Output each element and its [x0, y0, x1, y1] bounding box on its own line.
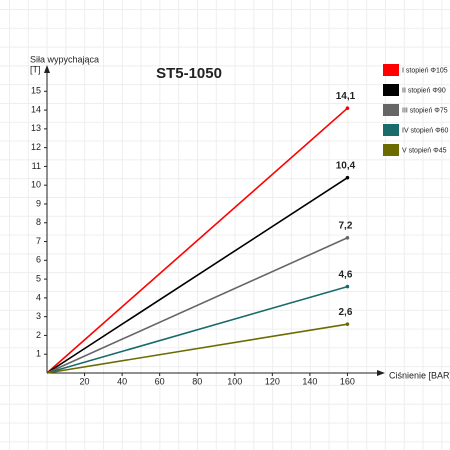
x-axis-arrow — [377, 370, 385, 376]
end-point — [345, 235, 350, 240]
y-tick-label: 11 — [32, 161, 41, 171]
x-tick-label: 20 — [80, 376, 90, 386]
x-axis-label: Ciśnienie [BAR] — [389, 370, 450, 380]
x-tick-label: 120 — [265, 376, 280, 386]
y-tick-label: 3 — [36, 311, 41, 321]
legend-label: IV stopień Φ60 — [402, 127, 449, 134]
y-tick-label: 14 — [31, 104, 41, 114]
y-tick-label: 1 — [36, 349, 41, 359]
x-tick-label: 40 — [117, 376, 127, 386]
legend-swatch — [383, 84, 399, 96]
end-point — [345, 284, 350, 289]
y-axis-arrow — [44, 65, 50, 73]
series-line — [46, 285, 348, 374]
legend-label: I stopień Φ105 — [402, 67, 448, 74]
legend-swatch — [383, 124, 399, 136]
x-tick-label: 100 — [227, 376, 242, 386]
chart-title: ST5-1050 — [156, 65, 222, 82]
series-line — [46, 107, 348, 374]
value-label: 2,6 — [338, 307, 352, 318]
end-point — [345, 106, 350, 110]
y-tick-label: 5 — [36, 273, 41, 283]
series-line — [46, 237, 348, 374]
y-tick-label: 12 — [31, 142, 41, 152]
y-tick-label: 7 — [36, 236, 41, 246]
end-point — [345, 322, 350, 326]
legend-swatch — [383, 144, 399, 156]
y-tick-label: 4 — [36, 292, 41, 302]
series-line — [46, 177, 348, 374]
legend-swatch — [383, 64, 399, 76]
legend-swatch — [383, 104, 399, 116]
legend-label: V stopień Φ45 — [402, 147, 447, 154]
legend-label: III stopień Φ75 — [402, 107, 448, 114]
y-axis-unit: [T] — [30, 64, 41, 74]
y-tick-label: 10 — [31, 180, 41, 190]
y-tick-label: 13 — [31, 123, 41, 133]
value-label: 14,1 — [336, 91, 356, 102]
series-line — [46, 323, 348, 374]
y-tick-label: 9 — [36, 198, 41, 208]
y-tick-label: 6 — [36, 255, 41, 265]
x-tick-label: 160 — [340, 376, 355, 386]
y-axis-label: Siła wypychająca — [30, 54, 99, 64]
y-tick-label: 8 — [36, 217, 41, 227]
value-label: 7,2 — [338, 220, 352, 231]
end-point — [345, 175, 350, 180]
value-label: 10,4 — [336, 160, 356, 171]
y-tick-label: 2 — [36, 330, 41, 340]
x-tick-label: 60 — [155, 376, 165, 386]
x-tick-label: 80 — [192, 376, 202, 386]
value-label: 4,6 — [338, 269, 352, 280]
y-tick-label: 15 — [31, 86, 41, 96]
x-tick-label: 140 — [302, 376, 317, 386]
legend-label: II stopień Φ90 — [402, 87, 446, 94]
